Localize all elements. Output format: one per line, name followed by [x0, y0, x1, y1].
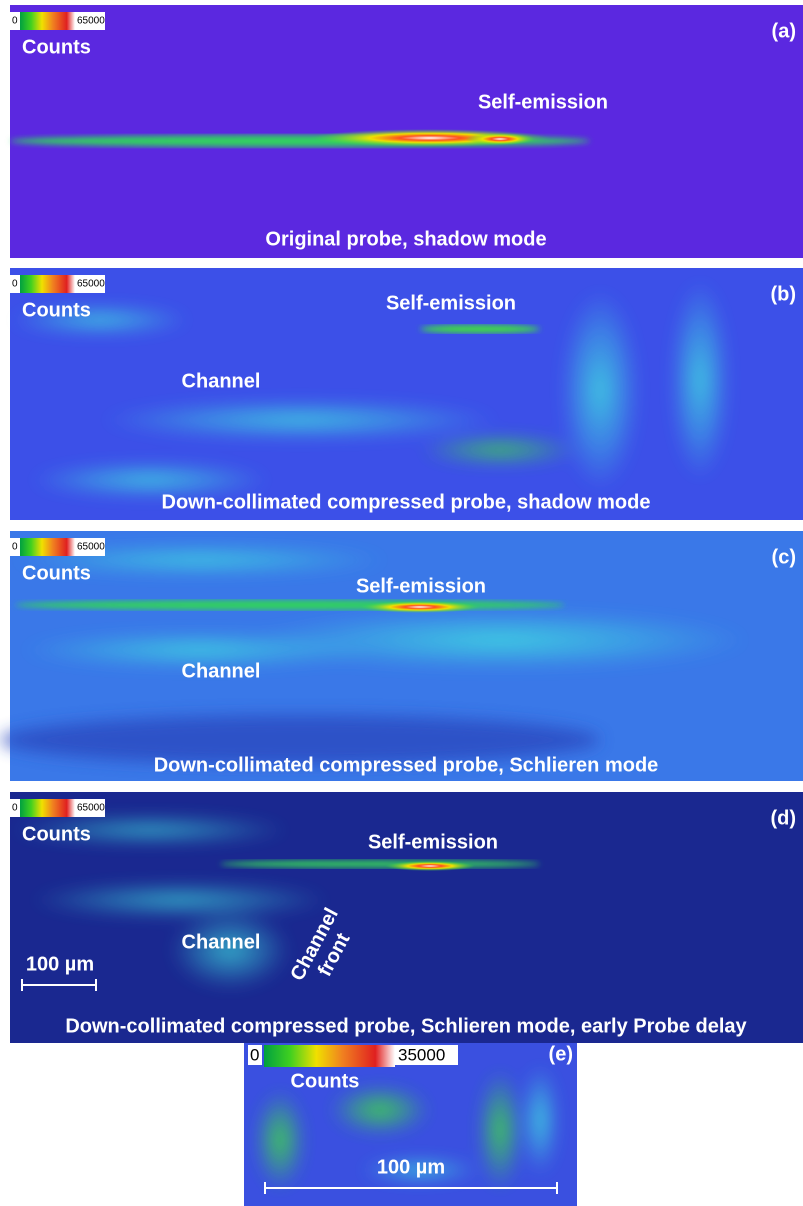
colorbar-max: 35000 — [398, 1045, 445, 1064]
panel-label: (b) — [770, 283, 796, 305]
colorbar-label: Counts — [22, 299, 91, 321]
hotspot — [465, 133, 535, 145]
annotation: Channel — [182, 370, 261, 392]
colorbar-box — [395, 1045, 458, 1065]
colorbar-min: 0 — [12, 279, 18, 290]
colorbar-min: 0 — [12, 16, 18, 27]
hotspot — [360, 601, 480, 613]
caption: Down-collimated compressed probe, Schlie… — [154, 754, 659, 776]
colorbar — [264, 1045, 395, 1067]
panel-e — [244, 1043, 577, 1206]
caption: Original probe, shadow mode — [265, 228, 546, 250]
panel-a — [10, 5, 803, 258]
streak — [220, 860, 540, 868]
colorbar — [20, 12, 75, 30]
annotation: Self-emission — [478, 91, 608, 113]
colorbar — [20, 275, 75, 293]
colorbar-label: Counts — [291, 1070, 360, 1092]
hotspot — [385, 861, 475, 871]
annotation: Channel — [182, 660, 261, 682]
annotation: Self-emission — [368, 831, 498, 853]
colorbar-max: 65000 — [77, 803, 105, 814]
streak — [15, 600, 565, 610]
colorbar-label: Counts — [22, 36, 91, 58]
colorbar-label: Counts — [22, 562, 91, 584]
panel-label: (d) — [770, 807, 796, 829]
colorbar-min: 0 — [12, 803, 18, 814]
streak — [420, 325, 540, 333]
annotation: Self-emission — [386, 292, 516, 314]
colorbar-min: 0 — [12, 542, 18, 553]
colorbar-box — [248, 1045, 262, 1065]
colorbar — [20, 799, 75, 817]
caption: Down-collimated compressed probe, shadow… — [162, 491, 651, 513]
panel-label: (e) — [549, 1043, 573, 1065]
colorbar-max: 65000 — [77, 279, 105, 290]
annotation: Self-emission — [356, 575, 486, 597]
scale-bar-label: 100 µm — [26, 953, 94, 975]
annotation: Channel — [182, 931, 261, 953]
colorbar-label: Counts — [22, 823, 91, 845]
panel-label: (a) — [772, 20, 796, 42]
colorbar-max: 65000 — [77, 16, 105, 27]
colorbar — [20, 538, 75, 556]
caption: Down-collimated compressed probe, Schlie… — [65, 1015, 747, 1037]
panel-d — [10, 792, 803, 1043]
panel-label: (c) — [772, 546, 796, 568]
panel-c — [0, 531, 803, 781]
panel-b — [10, 268, 803, 520]
scale-bar-label: 100 µm — [377, 1156, 445, 1178]
colorbar-min: 0 — [250, 1045, 259, 1064]
colorbar-max: 65000 — [77, 542, 105, 553]
